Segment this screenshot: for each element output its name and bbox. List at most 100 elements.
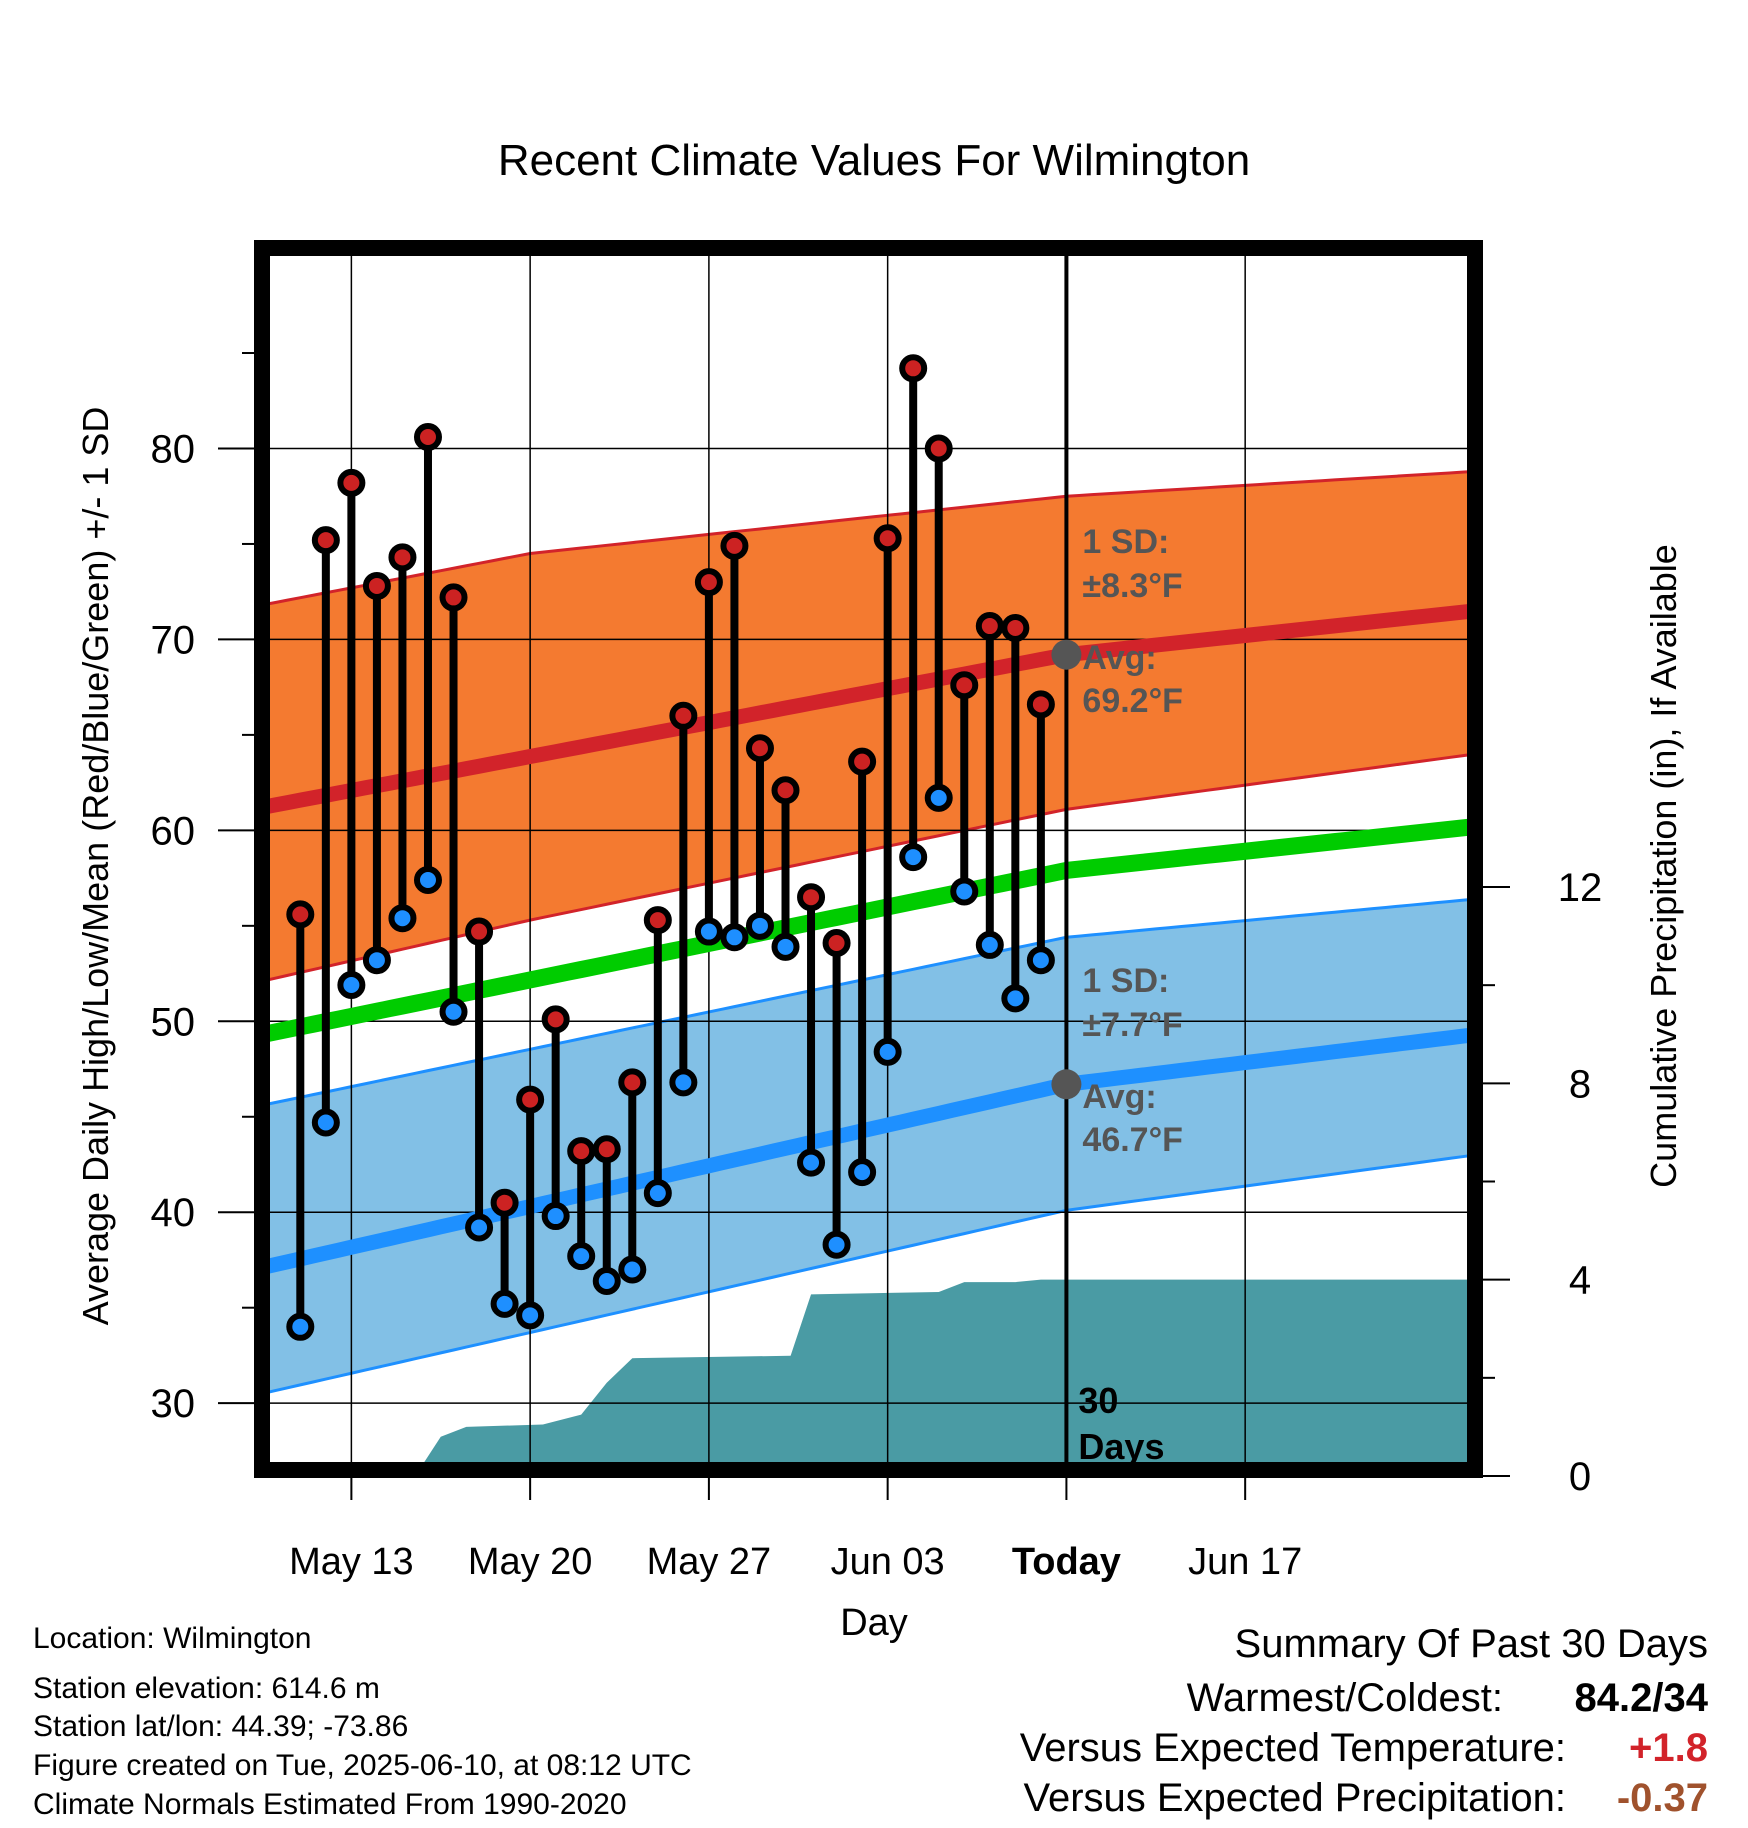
daily-high-point: [618, 1068, 647, 1097]
high-sd-value: ±8.3°F: [1082, 567, 1182, 605]
daily-low-point: [465, 1213, 494, 1242]
daily-high-point: [975, 612, 1004, 641]
daily-high-point: [950, 671, 979, 700]
temp-anomaly-value: +1.8: [1629, 1726, 1708, 1770]
daily-high-point: [388, 543, 417, 572]
daily-high-point: [286, 900, 315, 929]
precip-anomaly-label: Versus Expected Precipitation:: [1023, 1776, 1566, 1820]
daily-low-point: [669, 1068, 698, 1097]
x-tick-label: May 20: [468, 1541, 593, 1583]
high-sd-upper-line: [262, 469, 1475, 607]
today-low-avg-marker: [1051, 1069, 1082, 1100]
low-avg-label: Avg:: [1082, 1078, 1156, 1116]
daily-high-point: [771, 776, 800, 805]
daily-high-point: [745, 734, 774, 763]
daily-low-point: [899, 843, 928, 872]
x-axis-label: Day: [840, 1602, 908, 1644]
daily-high-point: [924, 434, 953, 463]
low-sd-upper-line: [262, 897, 1475, 1107]
y-tick-label: 60: [151, 809, 196, 853]
x-tick-label: May 13: [289, 1541, 414, 1583]
high-avg-value: 69.2°F: [1082, 682, 1183, 720]
normals-info: Climate Normals Estimated From 1990-2020: [33, 1788, 627, 1821]
y2-tick-label: 0: [1569, 1455, 1591, 1499]
daily-low-point: [337, 971, 366, 1000]
daily-low-point: [848, 1158, 877, 1187]
summary-title: Summary Of Past 30 Days: [1234, 1622, 1708, 1666]
daily-high-point: [567, 1137, 596, 1166]
daily-low-point: [516, 1301, 545, 1330]
elevation-info: Station elevation: 614.6 m: [33, 1672, 380, 1705]
daily-low-point: [439, 997, 468, 1026]
low-sd-lower-line: [262, 1153, 1475, 1396]
daily-low-point: [797, 1148, 826, 1177]
daily-high-point: [311, 526, 340, 555]
plot-frame: [254, 240, 1483, 1478]
daily-high-point: [1001, 613, 1030, 642]
days-label-text: Days: [1078, 1426, 1164, 1467]
y-tick-label: 50: [151, 1000, 196, 1044]
daily-high-point: [516, 1085, 545, 1114]
daily-low-point: [413, 866, 442, 895]
daily-high-point: [541, 1005, 570, 1034]
daily-low-point: [490, 1289, 519, 1318]
low-normal-mean-line: [262, 1027, 1475, 1275]
plot-area: 1 SD: ±8.3°F Avg: 69.2°F 1 SD: ±7.7°F Avg: 46.7…: [151, 240, 1603, 1583]
daily-low-point: [388, 904, 417, 933]
daily-high-point: [848, 747, 877, 776]
daily-high-point: [822, 929, 851, 958]
x-tick-label: Today: [1012, 1541, 1121, 1583]
days-label-number: 30: [1078, 1380, 1118, 1421]
y-tick-label: 70: [151, 618, 196, 662]
precip-anomaly-value: -0.37: [1616, 1776, 1708, 1820]
low-sd-value: ±7.7°F: [1082, 1006, 1182, 1044]
low-sd-band: [262, 899, 1475, 1394]
daily-low-point: [822, 1230, 851, 1259]
daily-high-point: [362, 571, 391, 600]
daily-low-point: [618, 1255, 647, 1284]
daily-high-point: [694, 568, 723, 597]
y2-tick-label: 12: [1558, 866, 1603, 910]
daily-high-point: [465, 917, 494, 946]
daily-high-point: [337, 468, 366, 497]
daily-low-point: [541, 1202, 570, 1231]
daily-low-point: [311, 1108, 340, 1137]
low-avg-value: 46.7°F: [1082, 1121, 1183, 1159]
daily-high-point: [797, 883, 826, 912]
y-axis-label: Average Daily High/Low/Mean (Red/Blue/Gr…: [75, 407, 116, 1326]
y-tick-label: 30: [151, 1382, 196, 1426]
y-tick-label: 40: [151, 1191, 196, 1235]
daily-low-point: [567, 1242, 596, 1271]
high-sd-lower-line: [262, 752, 1475, 983]
high-sd-band: [262, 471, 1475, 982]
x-tick-label: Jun 17: [1188, 1541, 1302, 1583]
chart-title: Recent Climate Values For Wilmington: [498, 136, 1250, 185]
daily-high-point: [439, 583, 468, 612]
daily-low-point: [694, 917, 723, 946]
warmest-coldest-label: Warmest/Coldest:: [1186, 1676, 1503, 1720]
daily-high-point: [1026, 690, 1055, 719]
temp-anomaly-label: Versus Expected Temperature:: [1019, 1726, 1566, 1770]
high-avg-label: Avg:: [1082, 639, 1156, 677]
warmest-coldest-value: 84.2/34: [1574, 1676, 1708, 1720]
daily-high-point: [413, 423, 442, 452]
latlon-info: Station lat/lon: 44.39; -73.86: [33, 1710, 409, 1743]
daily-high-point: [490, 1188, 519, 1217]
y2-tick-label: 8: [1569, 1062, 1591, 1106]
low-sd-label: 1 SD:: [1082, 962, 1169, 1000]
daily-high-point: [669, 701, 698, 730]
daily-low-point: [1001, 984, 1030, 1013]
daily-high-point: [720, 531, 749, 560]
y-tick-label: 80: [151, 427, 196, 471]
daily-low-point: [924, 783, 953, 812]
precipitation-area: [419, 1279, 1475, 1470]
daily-low-point: [771, 932, 800, 961]
location-info: Location: Wilmington: [33, 1622, 312, 1655]
daily-low-point: [1026, 946, 1055, 975]
x-tick-label: Jun 03: [831, 1541, 945, 1583]
daily-low-point: [362, 946, 391, 975]
daily-low-point: [643, 1179, 672, 1208]
mean-normal-line: [262, 818, 1475, 1043]
daily-low-point: [873, 1037, 902, 1066]
